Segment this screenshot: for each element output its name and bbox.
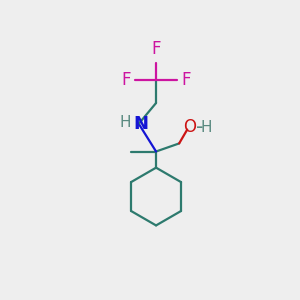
Text: F: F <box>181 71 190 89</box>
Text: N: N <box>133 115 148 133</box>
Text: F: F <box>151 40 161 58</box>
Text: H: H <box>119 115 130 130</box>
Text: H: H <box>200 120 212 135</box>
Text: O: O <box>184 118 196 136</box>
Text: -: - <box>196 117 203 137</box>
Text: F: F <box>122 71 131 89</box>
